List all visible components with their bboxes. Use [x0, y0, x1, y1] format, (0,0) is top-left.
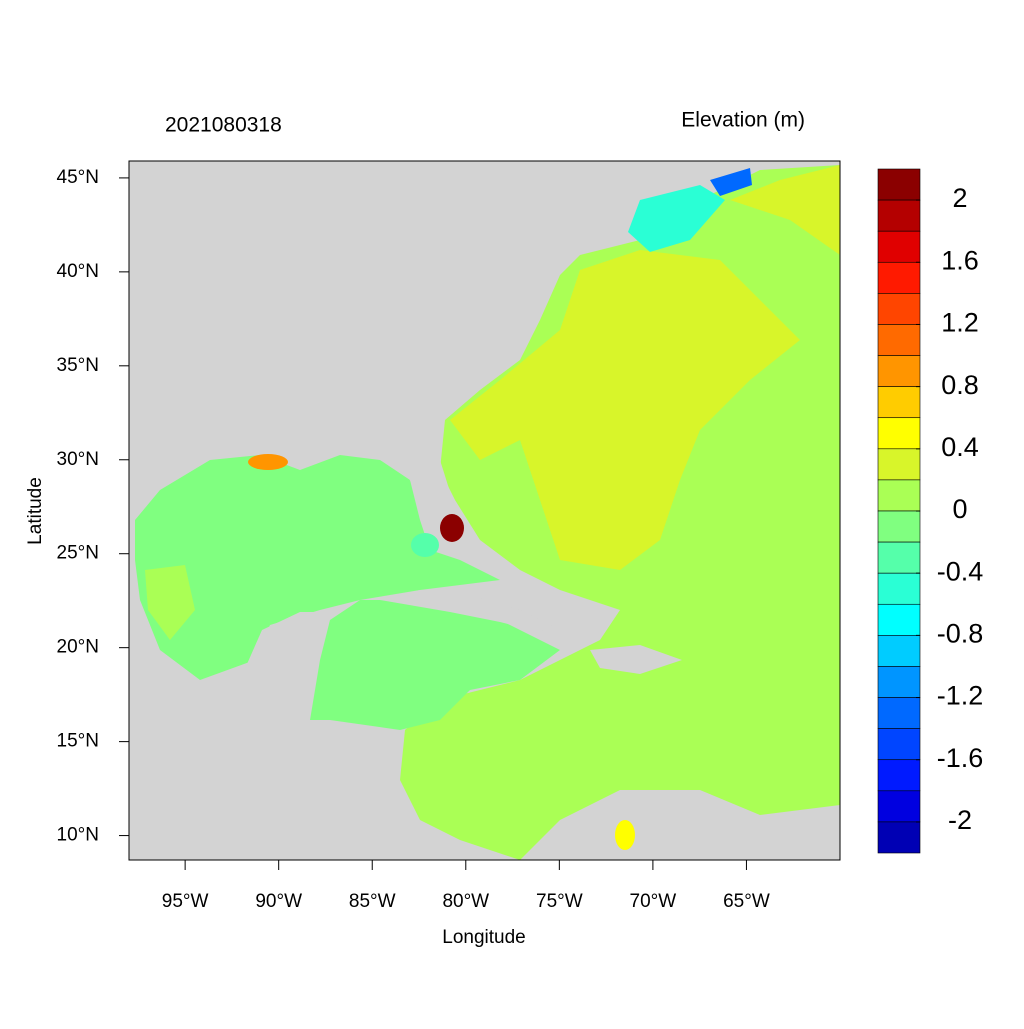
colorbar-box	[877, 790, 921, 823]
yucatan	[240, 612, 330, 700]
x-tick-label: 90°W	[255, 891, 302, 912]
x-axis-label: Longitude	[442, 927, 525, 948]
louisiana-surge	[248, 454, 288, 470]
y-tick-label: 25°N	[57, 543, 99, 564]
y-tick-label: 15°N	[57, 731, 99, 752]
colorbar-label: -2	[948, 805, 972, 835]
colorbar-box	[877, 697, 921, 729]
y-tick-label: 10°N	[57, 825, 99, 846]
colorbar-box	[877, 728, 921, 761]
colorbar-box	[877, 324, 921, 356]
colorbar-box	[877, 168, 921, 201]
colorbar-box	[877, 666, 921, 698]
right-title: Elevation (m)	[681, 109, 805, 132]
cuba	[380, 590, 552, 632]
colorbar-label: -1.6	[937, 743, 984, 773]
y-tick-label: 30°N	[57, 449, 99, 470]
y-tick-label: 40°N	[57, 261, 99, 282]
x-tick-label: 75°W	[536, 891, 583, 912]
florida-surge	[440, 514, 464, 542]
colorbar-box	[877, 821, 921, 854]
x-tick-label: 85°W	[349, 891, 396, 912]
colorbar-box	[877, 448, 921, 481]
western-gulf-low	[145, 565, 195, 640]
colorbar-box	[877, 479, 921, 512]
colorbar-box	[877, 386, 921, 419]
colorbar-box	[877, 355, 921, 387]
colorbar-label: 2	[952, 183, 967, 213]
colorbar-box	[877, 572, 921, 605]
colorbar-label: 0.8	[941, 370, 979, 400]
y-axis-label: Latitude	[25, 477, 46, 545]
gulf-of-mexico	[135, 455, 500, 680]
x-tick-label: 80°W	[442, 891, 489, 912]
caribbean-west	[310, 600, 560, 730]
lake-maracaibo	[615, 820, 635, 850]
x-tick-label: 65°W	[723, 891, 770, 912]
plot-frame	[128, 160, 841, 861]
y-tick-label: 35°N	[57, 355, 99, 376]
gulf-of-maine	[628, 185, 725, 252]
hispaniola	[590, 645, 682, 674]
colorbar-box	[877, 261, 921, 294]
colorbar-box	[877, 510, 921, 543]
colorbar-label: -0.8	[937, 618, 984, 648]
colorbar-box	[877, 230, 921, 263]
florida-bay	[411, 533, 439, 557]
colorbar-label: 1.6	[941, 245, 979, 275]
colorbar-box	[877, 635, 921, 667]
map-area	[129, 161, 840, 860]
colorbar-label: 0.4	[941, 432, 979, 462]
x-tick-label: 70°W	[630, 891, 677, 912]
colorbar-label: -1.2	[937, 681, 984, 711]
colorbar-box	[877, 759, 921, 792]
south-america	[520, 790, 840, 860]
colorbar-box	[877, 417, 921, 450]
y-tick-label: 20°N	[57, 637, 99, 658]
colorbar-box	[877, 541, 921, 574]
y-tick-label: 45°N	[57, 167, 99, 188]
northeast-high	[730, 165, 840, 255]
colorbar-box	[877, 293, 921, 325]
atlantic-high	[450, 250, 800, 570]
colorbar-box	[877, 603, 921, 636]
colorbar-label: 0	[952, 494, 967, 524]
colorbar-label: 1.2	[941, 308, 979, 338]
x-tick-label: 95°W	[162, 891, 209, 912]
bay-of-fundy	[710, 168, 752, 196]
colorbar-label: -0.4	[937, 556, 984, 586]
colorbar-box	[877, 199, 921, 232]
left-title: 2021080318	[165, 114, 282, 137]
